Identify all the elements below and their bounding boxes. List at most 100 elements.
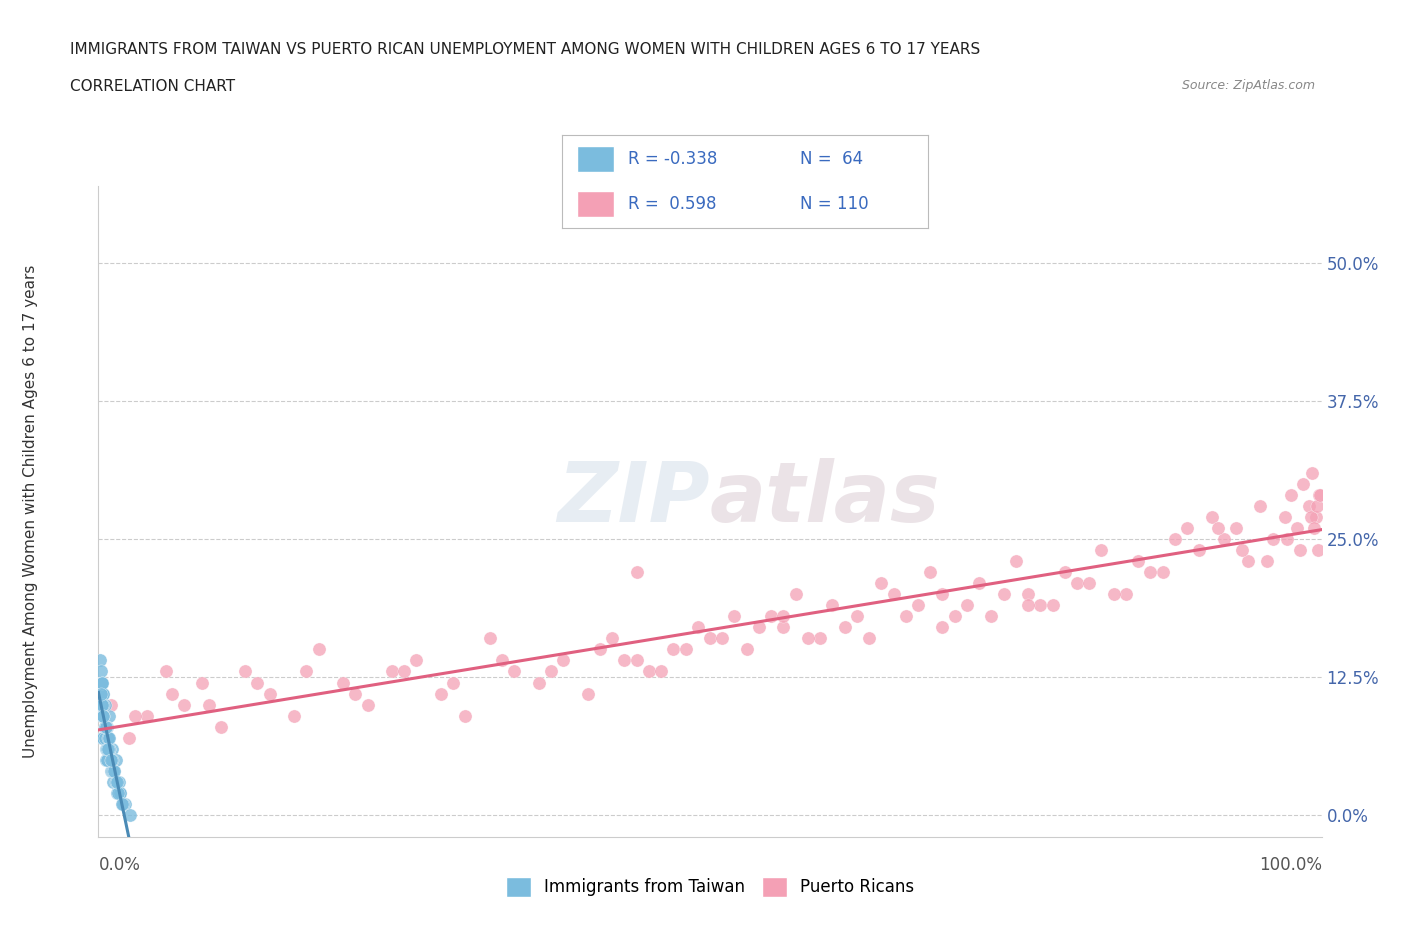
Text: R =  0.598: R = 0.598: [628, 194, 717, 213]
Point: [98, 741, 121, 756]
Point: [104, 752, 127, 767]
Point: [894, 609, 917, 624]
Text: ZIP: ZIP: [557, 458, 710, 539]
Point: [381, 664, 404, 679]
Point: [93, 719, 115, 734]
Point: [883, 587, 905, 602]
Point: [91, 708, 114, 723]
Point: [1164, 532, 1187, 547]
Point: [283, 708, 305, 723]
Point: [91, 698, 114, 712]
Point: [89, 653, 111, 668]
Point: [613, 653, 636, 668]
Point: [98, 741, 121, 756]
Point: [785, 587, 807, 602]
Point: [834, 620, 856, 635]
Point: [662, 642, 685, 657]
Point: [808, 631, 831, 645]
Point: [97, 730, 120, 745]
Point: [870, 576, 893, 591]
Point: [405, 653, 427, 668]
Point: [90, 675, 112, 690]
Point: [233, 664, 256, 679]
Point: [821, 598, 844, 613]
Point: [650, 664, 672, 679]
Point: [943, 609, 966, 624]
Point: [772, 620, 794, 635]
Point: [94, 752, 117, 767]
Point: [155, 664, 177, 679]
Point: [97, 741, 120, 756]
Point: [104, 775, 127, 790]
Point: [907, 598, 929, 613]
Point: [980, 609, 1002, 624]
Point: [797, 631, 820, 645]
Point: [96, 752, 118, 767]
Point: [576, 686, 599, 701]
Point: [1017, 598, 1039, 613]
Point: [111, 796, 134, 811]
Point: [392, 664, 416, 679]
Point: [101, 764, 124, 778]
Point: [160, 686, 183, 701]
Point: [503, 664, 526, 679]
Point: [91, 675, 114, 690]
Point: [1261, 532, 1284, 547]
Point: [1042, 598, 1064, 613]
Point: [97, 730, 120, 745]
Point: [993, 587, 1015, 602]
Point: [91, 730, 114, 745]
Point: [1274, 510, 1296, 525]
Point: [1250, 498, 1272, 513]
Point: [120, 807, 142, 822]
Point: [97, 730, 120, 745]
Point: [94, 741, 117, 756]
Point: [98, 708, 121, 723]
Point: [308, 642, 330, 657]
Point: [1306, 543, 1329, 558]
Point: [101, 741, 124, 756]
Point: [105, 786, 128, 801]
Point: [209, 719, 232, 734]
Point: [1301, 465, 1323, 480]
Point: [101, 752, 124, 767]
Point: [1277, 532, 1299, 547]
Point: [91, 708, 114, 723]
Point: [96, 741, 118, 756]
Point: [1306, 498, 1329, 513]
Point: [1053, 565, 1076, 579]
Point: [1279, 487, 1302, 502]
Point: [1029, 598, 1052, 613]
Point: [1139, 565, 1161, 579]
Point: [91, 698, 114, 712]
Bar: [576, 191, 613, 217]
Legend: Immigrants from Taiwan, Puerto Ricans: Immigrants from Taiwan, Puerto Ricans: [499, 870, 921, 904]
Point: [91, 730, 114, 745]
Point: [735, 642, 758, 657]
Point: [1212, 532, 1234, 547]
Text: CORRELATION CHART: CORRELATION CHART: [70, 79, 235, 94]
Point: [920, 565, 942, 579]
Point: [93, 698, 115, 712]
Point: [1308, 487, 1330, 502]
Point: [103, 764, 125, 778]
Text: R = -0.338: R = -0.338: [628, 150, 717, 168]
Point: [100, 752, 122, 767]
Point: [845, 609, 868, 624]
Point: [1066, 576, 1088, 591]
Point: [100, 764, 122, 778]
Point: [93, 719, 115, 734]
Point: [101, 764, 124, 778]
Point: [931, 587, 953, 602]
Point: [491, 653, 513, 668]
Point: [589, 642, 612, 657]
Point: [94, 719, 117, 734]
Point: [699, 631, 721, 645]
Point: [1292, 476, 1315, 491]
Point: [94, 719, 117, 734]
Point: [1201, 510, 1223, 525]
Point: [93, 719, 115, 734]
Text: N =  64: N = 64: [800, 150, 863, 168]
Point: [91, 675, 114, 690]
Point: [91, 698, 114, 712]
